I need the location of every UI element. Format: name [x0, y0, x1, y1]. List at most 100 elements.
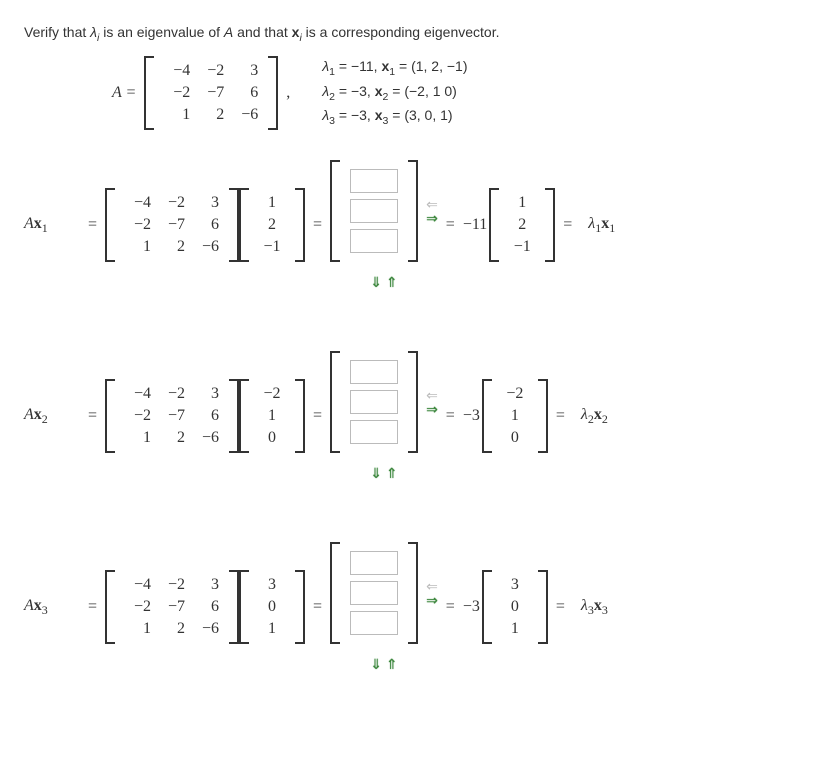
equals-sign: = — [305, 407, 330, 425]
A-matrix-copy: −4−23−2−7612−6 — [105, 379, 239, 453]
arrow-controls-vert: ⇓⇑ — [370, 274, 397, 291]
answer-input[interactable] — [350, 420, 398, 444]
prompt-mid1: is an eigenvalue of — [99, 24, 224, 40]
A-matrix-copy: −4−23−2−7612−6 — [105, 570, 239, 644]
matrix-cell: 6 — [189, 214, 223, 236]
matrix-cell: −6 — [189, 618, 223, 640]
problem-definition: A = −4−23−2−7612−6 , λ1 = −11, x1 = (1, … — [104, 56, 819, 130]
vector-cell: 0 — [498, 596, 532, 618]
vector-cell: 1 — [498, 405, 532, 427]
equals-sign: = — [80, 216, 105, 234]
A-matrix: −4−23−2−7612−6 — [144, 56, 278, 130]
answer-input[interactable] — [350, 551, 398, 575]
equation-row: Ax2=−4−23−2−7612−6−210=⇐⇒⇓⇑=−3−210=λ2x2 — [24, 351, 819, 482]
answer-input[interactable] — [350, 199, 398, 223]
vector-cell: 0 — [498, 427, 532, 449]
equals-sign: = — [305, 598, 330, 616]
matrix-cell: 1 — [121, 618, 155, 640]
vector-cell: 3 — [255, 574, 289, 596]
vector-cell: 1 — [255, 192, 289, 214]
comma: , — [278, 84, 298, 102]
eigen-line: λ3 = −3, x3 = (3, 0, 1) — [322, 105, 467, 130]
arrow-controls-horiz: ⇐⇒ — [426, 372, 438, 432]
add-row-icon[interactable]: ⇓ — [370, 465, 382, 482]
eigenvalue-scalar: −11 — [463, 216, 489, 234]
vector-cell: 3 — [498, 574, 532, 596]
x-vector: 301 — [239, 570, 305, 644]
equals-sign: = — [548, 407, 573, 425]
remove-column-icon[interactable]: ⇐ — [426, 388, 438, 402]
arrow-controls-vert: ⇓⇑ — [370, 465, 397, 482]
answer-input[interactable] — [350, 229, 398, 253]
add-row-icon[interactable]: ⇓ — [370, 274, 382, 291]
equals-sign: = — [438, 216, 463, 234]
answer-block: ⇐⇒ ⇓⇑ — [330, 160, 438, 291]
matrix-cell: 2 — [155, 618, 189, 640]
A-label: A = — [104, 84, 144, 102]
matrix-cell: 1 — [121, 427, 155, 449]
equals-sign: = — [305, 216, 330, 234]
matrix-cell: −4 — [121, 574, 155, 596]
remove-column-icon[interactable]: ⇐ — [426, 197, 438, 211]
matrix-cell: 1 — [160, 104, 194, 126]
vector-cell: −1 — [505, 236, 539, 258]
lhs-label: Ax1 — [24, 215, 80, 236]
answer-input[interactable] — [350, 390, 398, 414]
result-label: λ1x1 — [588, 215, 615, 236]
eigenvalue-scalar: −3 — [463, 598, 482, 616]
matrix-cell: −2 — [194, 60, 228, 82]
lambda-sym: λ — [90, 24, 97, 40]
result-label: λ2x2 — [581, 406, 608, 427]
lhs-label: Ax3 — [24, 597, 80, 618]
matrix-cell: −2 — [121, 405, 155, 427]
matrix-cell: −2 — [121, 596, 155, 618]
matrix-cell: −6 — [189, 427, 223, 449]
vector-cell: −2 — [255, 383, 289, 405]
matrix-cell: 1 — [121, 236, 155, 258]
answer-vector — [330, 542, 418, 644]
equals-sign: = — [555, 216, 580, 234]
matrix-cell: −2 — [160, 82, 194, 104]
answer-input[interactable] — [350, 169, 398, 193]
matrix-cell: 3 — [189, 192, 223, 214]
matrix-cell: −6 — [228, 104, 262, 126]
matrix-cell: −2 — [121, 214, 155, 236]
result-vector: 12−1 — [489, 188, 555, 262]
eigen-definitions: λ1 = −11, x1 = (1, 2, −1)λ2 = −3, x2 = (… — [322, 56, 467, 130]
vector-cell: 0 — [255, 596, 289, 618]
arrow-controls-horiz: ⇐⇒ — [426, 181, 438, 241]
equals-sign: = — [438, 407, 463, 425]
matrix-cell: −7 — [194, 82, 228, 104]
answer-vector — [330, 351, 418, 453]
question-prompt: Verify that λi is an eigenvalue of A and… — [24, 24, 819, 44]
matrix-cell: 6 — [228, 82, 262, 104]
matrix-cell: 2 — [155, 236, 189, 258]
remove-row-icon[interactable]: ⇑ — [386, 656, 398, 673]
vector-cell: −2 — [498, 383, 532, 405]
remove-row-icon[interactable]: ⇑ — [386, 274, 398, 291]
answer-input[interactable] — [350, 611, 398, 635]
x-vector: 12−1 — [239, 188, 305, 262]
add-column-icon[interactable]: ⇒ — [426, 211, 438, 225]
A-matrix-copy: −4−23−2−7612−6 — [105, 188, 239, 262]
answer-block: ⇐⇒ ⇓⇑ — [330, 351, 438, 482]
add-column-icon[interactable]: ⇒ — [426, 593, 438, 607]
add-row-icon[interactable]: ⇓ — [370, 656, 382, 673]
answer-input[interactable] — [350, 581, 398, 605]
matrix-cell: 6 — [189, 405, 223, 427]
equation-row: Ax1=−4−23−2−7612−612−1=⇐⇒⇓⇑=−1112−1=λ1x1 — [24, 160, 819, 291]
remove-row-icon[interactable]: ⇑ — [386, 465, 398, 482]
remove-column-icon[interactable]: ⇐ — [426, 579, 438, 593]
answer-input[interactable] — [350, 360, 398, 384]
matrix-cell: 2 — [155, 427, 189, 449]
matrix-cell: −2 — [155, 192, 189, 214]
vector-cell: 1 — [255, 618, 289, 640]
add-column-icon[interactable]: ⇒ — [426, 402, 438, 416]
result-label: λ3x3 — [581, 597, 608, 618]
matrix-cell: −4 — [160, 60, 194, 82]
answer-vector — [330, 160, 418, 262]
vector-cell: 1 — [255, 405, 289, 427]
matrix-cell: 2 — [194, 104, 228, 126]
eigenvalue-scalar: −3 — [463, 407, 482, 425]
arrow-controls-vert: ⇓⇑ — [370, 656, 397, 673]
